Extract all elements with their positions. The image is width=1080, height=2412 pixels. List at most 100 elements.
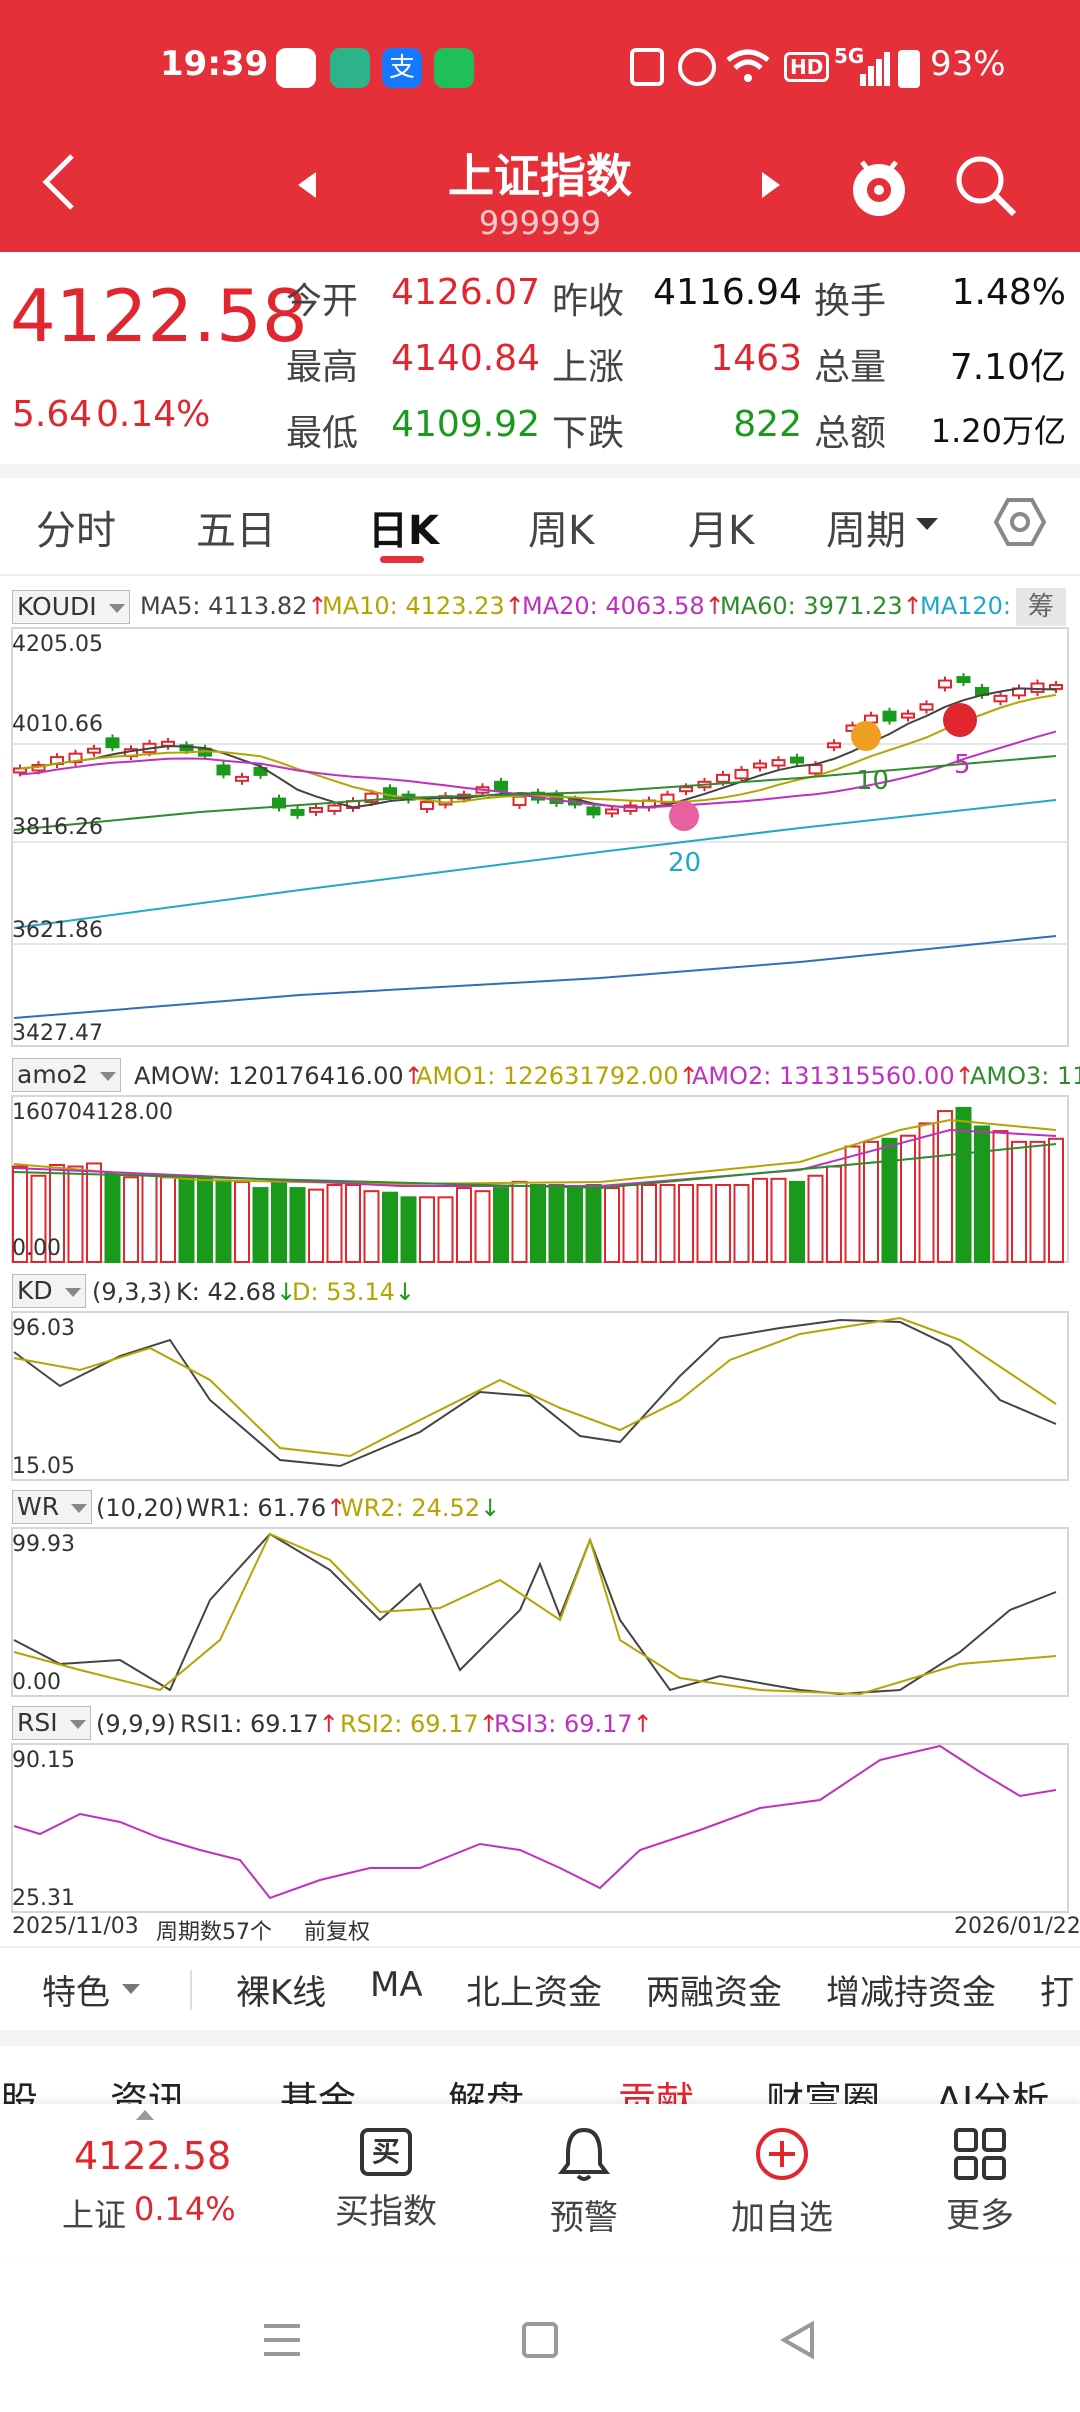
volume-bar [696, 1184, 713, 1263]
rsi3-value: RSI3: 69.17↑ [494, 1710, 653, 1738]
news-tab-stock[interactable]: 股 [0, 2079, 39, 2104]
feature-tab-northbound[interactable]: 北上资金 [466, 1973, 602, 2013]
volume-indicator-label: amo2 [17, 1060, 88, 1089]
volume-bar [826, 1165, 842, 1264]
home-nav-icon[interactable] [522, 2322, 558, 2358]
network-label: 5G [834, 44, 865, 68]
feature-tab-margin[interactable]: 两融资金 [646, 1973, 782, 2013]
volume-bar [271, 1179, 287, 1264]
more-button[interactable]: 更多 [910, 2120, 1050, 2237]
volume-bar [789, 1180, 805, 1263]
gem-marker-10 [851, 721, 881, 751]
ma60-line [13, 755, 1057, 831]
volume-indicator-select[interactable]: amo2 [12, 1058, 121, 1092]
volume-bar [234, 1180, 250, 1263]
panel-frame [11, 1527, 1069, 1697]
rsi-y-top: 90.15 [12, 1748, 75, 1773]
chart-canvas[interactable] [0, 580, 1080, 1942]
volume-y-top: 160704128.00 [12, 1100, 173, 1125]
battery-percent: 93% [930, 44, 1006, 84]
section-divider [0, 464, 1080, 478]
back-icon[interactable] [40, 152, 76, 212]
buy-index-button[interactable]: 买 买指数 [316, 2120, 456, 2233]
menu-nav-icon[interactable] [262, 2322, 302, 2358]
marker-label-5: 5 [954, 750, 971, 780]
volume-bar [437, 1196, 454, 1264]
marker-label-10: 10 [856, 766, 890, 796]
app-icon-1 [276, 48, 316, 88]
volume-bar [992, 1130, 1009, 1263]
feature-tab-holdings[interactable]: 增减持资金 [826, 1973, 996, 2013]
volume-bar [548, 1184, 565, 1263]
back-nav-icon[interactable] [778, 2320, 818, 2360]
message-app-icon [434, 48, 474, 88]
volume-bar [308, 1188, 324, 1263]
start-date: 2025/11/03 [12, 1914, 139, 1939]
prev-index-icon[interactable] [298, 172, 318, 198]
tab-five-day[interactable]: 五日 [196, 508, 276, 554]
news-tab-analysis[interactable]: 解盘 [448, 2079, 525, 2104]
feature-tab-ma[interactable]: MA [370, 1965, 423, 2005]
volume-bar [252, 1187, 269, 1264]
kd-indicator-select[interactable]: KD [12, 1274, 86, 1308]
kd-params: (9,3,3) [92, 1278, 172, 1306]
volume-bar [678, 1184, 694, 1263]
chip-distribution-button[interactable]: 筹 [1016, 588, 1066, 626]
amo2-value: AMO2: 131315560.00↑ [692, 1062, 975, 1090]
volume-bar [178, 1176, 195, 1263]
news-tab-wealth[interactable]: 财富圈 [766, 2079, 881, 2104]
candle-body [494, 780, 508, 792]
advancers-value: 1463 [710, 338, 802, 379]
feature-tab-more[interactable]: 打 [1040, 1973, 1074, 2013]
volume-bar [326, 1184, 343, 1263]
candle-body [364, 792, 379, 804]
chart-footer-divider [0, 1946, 1080, 1948]
tab-monthly-k[interactable]: 月K [688, 508, 755, 554]
settings-hexagon-icon[interactable] [994, 496, 1046, 548]
tab-weekly-k[interactable]: 周K [528, 508, 595, 554]
volume-bar [197, 1176, 213, 1263]
tab-daily-k[interactable]: 日K [368, 508, 439, 554]
news-tab-ai[interactable]: AI分析 [936, 2079, 1050, 2104]
search-icon[interactable] [954, 154, 1018, 218]
advancers-label: 上涨 [552, 347, 625, 388]
prev-close-label: 昨收 [552, 281, 625, 322]
amo3-line [13, 1143, 1057, 1190]
alert-button[interactable]: 预警 [514, 2120, 654, 2239]
end-date: 2026/01/22 [954, 1914, 1080, 1939]
candle-body [253, 766, 268, 776]
add-watchlist-button[interactable]: 加自选 [712, 2120, 852, 2239]
panel-frame [11, 1743, 1069, 1913]
chevron-down-icon [69, 1719, 86, 1729]
next-index-icon[interactable] [760, 172, 780, 198]
tab-intraday[interactable]: 分时 [36, 508, 116, 554]
price-change-pct: 0.14% [96, 394, 211, 435]
ma250-line [13, 935, 1057, 1019]
kd-d-line [13, 1316, 1057, 1458]
chevron-down-icon[interactable] [122, 1984, 140, 1994]
kd-d-value: D: 53.14↓ [292, 1278, 416, 1306]
chevron-down-icon[interactable] [916, 518, 938, 530]
panel-frame [11, 1311, 1069, 1481]
candle-body [956, 676, 971, 684]
feature-tab-bare-k[interactable]: 裸K线 [236, 1973, 327, 2013]
news-tab-contribution[interactable]: 贡献 [618, 2079, 695, 2104]
volume-bar [419, 1196, 435, 1264]
candle-body [938, 679, 952, 689]
volume-bar [400, 1196, 417, 1264]
news-tab-info[interactable]: 资讯 [110, 2079, 187, 2104]
wr-params: (10,20) [96, 1494, 184, 1522]
feature-tab-special[interactable]: 特色 [42, 1973, 110, 2013]
nfc-icon [630, 48, 664, 86]
expand-up-icon[interactable] [136, 2110, 154, 2120]
news-tab-fund[interactable]: 基金 [280, 2079, 357, 2104]
low-label: 最低 [286, 413, 359, 454]
main-indicator-select[interactable]: KOUDI [12, 590, 130, 624]
tab-period[interactable]: 周期 [826, 508, 906, 554]
rsi-indicator-select[interactable]: RSI [12, 1706, 91, 1740]
candle-body [679, 786, 693, 793]
mascot-icon[interactable] [848, 150, 910, 220]
news-tabs: 股 资讯 基金 解盘 贡献 财富圈 AI分析 [0, 2046, 1080, 2104]
candle-body [882, 710, 897, 722]
wr-indicator-select[interactable]: WR [12, 1490, 93, 1524]
